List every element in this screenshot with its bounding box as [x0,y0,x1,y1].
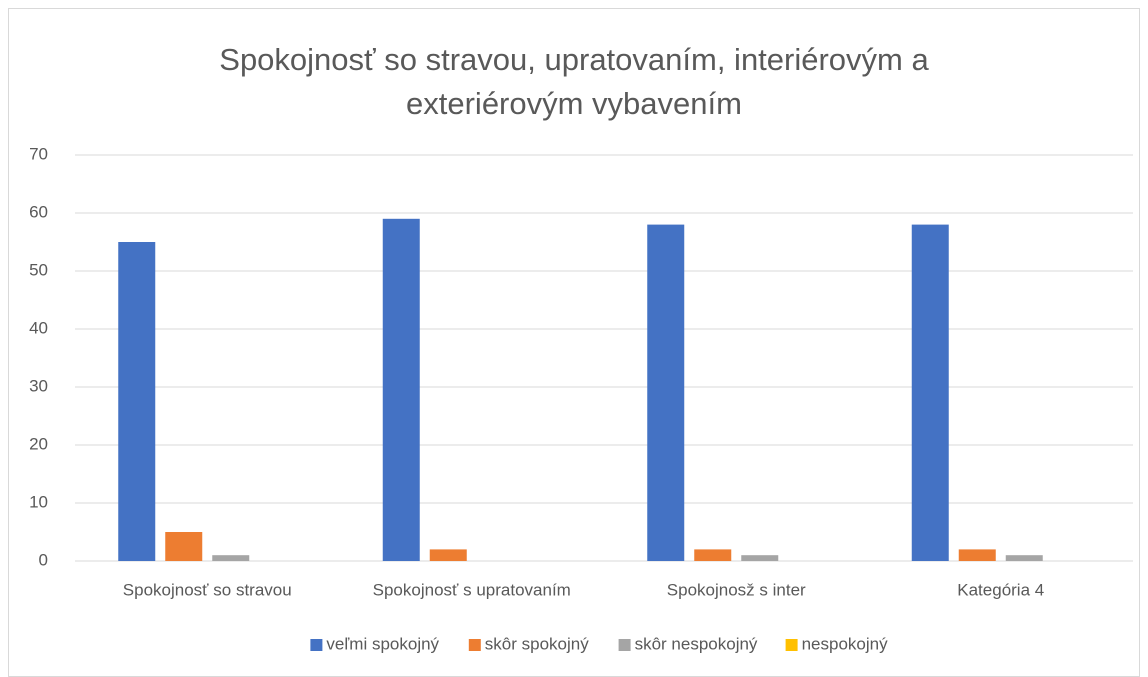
bar [911,224,949,561]
y-tick-label: 70 [29,144,48,163]
bar [429,549,467,561]
y-tick-label: 20 [29,434,48,453]
y-tick-label: 30 [29,376,48,395]
y-tick-label: 0 [39,550,48,569]
bar [958,549,996,561]
y-tick-label: 10 [29,492,48,511]
legend-swatch [468,639,481,651]
y-tick-label: 50 [29,260,48,279]
y-tick-label: 40 [29,318,48,337]
legend-label: nespokojný [802,634,889,653]
bar [212,555,250,561]
bar [165,532,203,561]
bar [1005,555,1043,561]
legend-label: veľmi spokojný [326,634,439,653]
legend-swatch [310,639,323,651]
bar [118,242,156,561]
legend-swatch [785,639,798,651]
bar [741,555,779,561]
x-tick-label: Kategória 4 [957,580,1044,599]
chart-title: Spokojnosť so stravou, upratovaním, inte… [219,42,929,121]
bar [382,218,420,562]
x-tick-label: Spokojnosť so stravou [123,580,292,599]
bar [647,224,685,561]
legend-label: skôr spokojný [485,634,589,653]
x-tick-label: Spokojnosť s upratovaním [373,580,571,599]
bar [694,549,732,561]
legend-swatch [618,639,631,651]
legend-label: skôr nespokojný [635,634,758,653]
y-tick-label: 60 [29,202,48,221]
x-tick-label: Spokojnosž s inter [667,580,806,599]
